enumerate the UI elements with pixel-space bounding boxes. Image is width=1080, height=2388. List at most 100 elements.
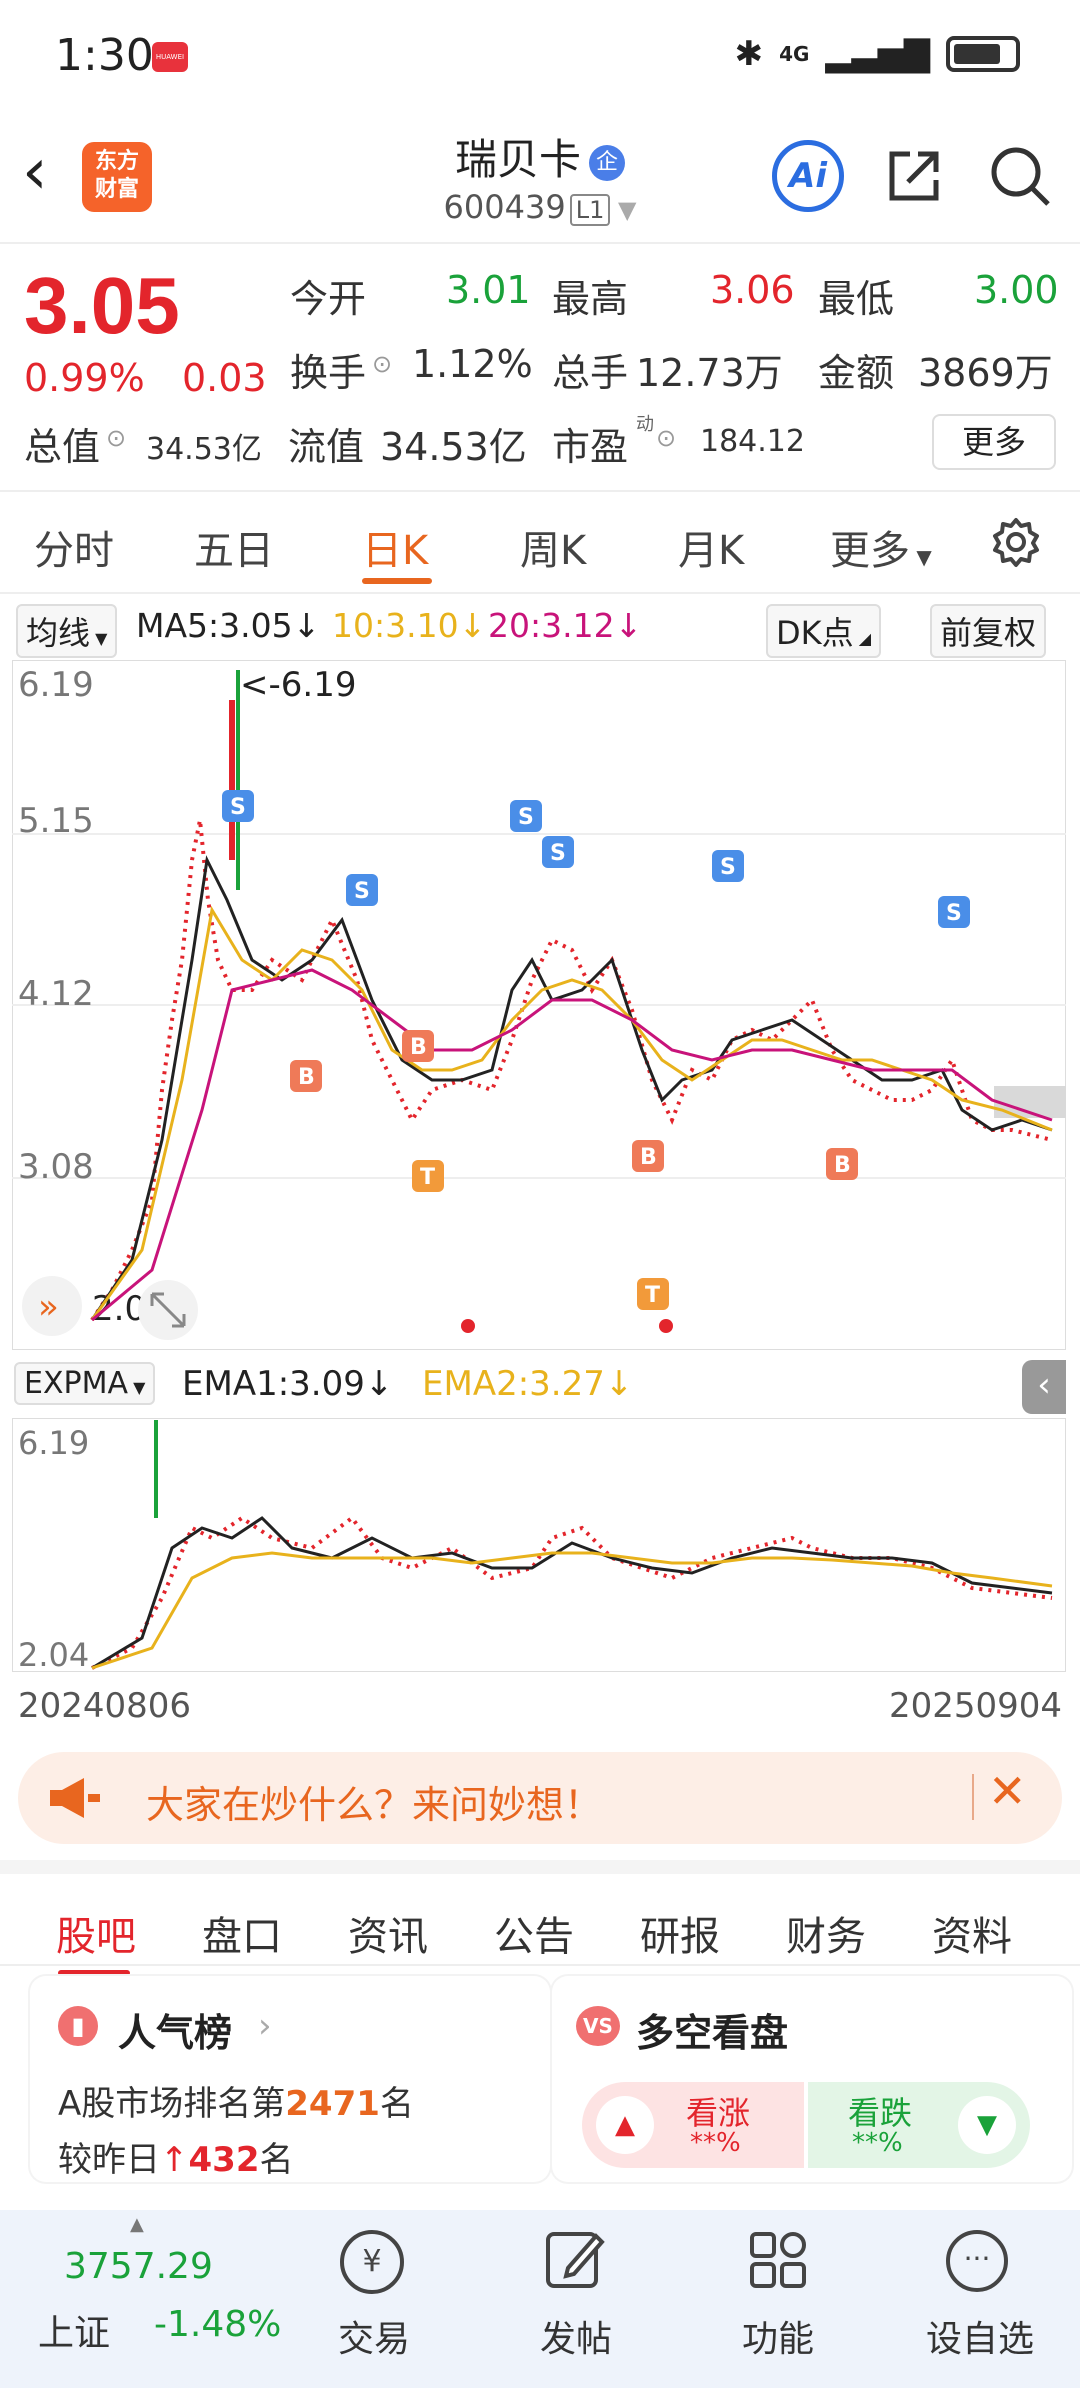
svg-text:S: S	[720, 855, 736, 880]
arrow-up-icon: ↑	[160, 2140, 189, 2180]
settings-gear-icon[interactable]	[990, 516, 1042, 568]
back-button[interactable]: ‹	[22, 135, 48, 209]
end-date: 20250904	[888, 1686, 1062, 1726]
svg-text:S: S	[230, 795, 246, 820]
scroll-start-icon[interactable]: »	[22, 1276, 82, 1336]
tab-announcements[interactable]: 公告	[494, 1914, 574, 1960]
ma5-text: MA5:3.05	[136, 606, 293, 645]
index-value: 3757.29	[64, 2246, 213, 2287]
share-icon[interactable]	[884, 146, 944, 206]
svg-text:B: B	[640, 1145, 657, 1170]
svg-text:T: T	[645, 1283, 660, 1308]
tab-news[interactable]: 资讯	[348, 1914, 428, 1960]
pe-label: 市盈	[552, 425, 629, 469]
caret-down-icon: ▼	[128, 1378, 146, 1397]
collapse-panel-button[interactable]: ‹	[1022, 1360, 1066, 1414]
rank-line: A股市场排名第2471名	[58, 2076, 414, 2125]
change-prefix: 较昨日	[58, 2140, 160, 2180]
trade-icon[interactable]: ¥	[340, 2230, 404, 2294]
svg-text:S: S	[946, 901, 962, 926]
tab-more[interactable]: 更多 ▼	[830, 518, 932, 576]
trade-label[interactable]: 交易	[338, 2319, 411, 2360]
logo-text: 东方财富	[94, 149, 139, 202]
more-button[interactable]: 更多	[932, 414, 1056, 470]
expma-label: EXPMA	[24, 1366, 129, 1401]
current-price: 3.05	[24, 261, 180, 350]
ma-selector[interactable]: 均线 ▼	[16, 604, 118, 658]
dk-point-selector[interactable]: DK点 ◢	[766, 604, 882, 658]
mktcap-value: 34.53亿	[146, 432, 262, 467]
bearish-value: **%	[852, 2128, 903, 2158]
info-icon: ⊙	[106, 424, 127, 452]
high-label: 最高	[552, 277, 629, 321]
turnover-label: 换手	[290, 351, 367, 395]
ma5-line	[90, 855, 1053, 1321]
ranking-icon: ▮	[58, 2006, 98, 2046]
versus-icon: VS	[576, 2006, 620, 2046]
add-watchlist-label[interactable]: 设自选	[926, 2319, 1035, 2360]
tab-monthly-k[interactable]: 月K	[678, 528, 745, 574]
expma-chart[interactable]: 6.19 2.04	[12, 1418, 1066, 1672]
bearish-label: 看跌	[848, 2094, 913, 2132]
caret-down-icon: ▼	[610, 196, 637, 224]
amount-value: 3869万	[918, 351, 1053, 395]
y-label-3: 4.12	[18, 974, 94, 1014]
svg-text:»: »	[38, 1287, 59, 1327]
enterprise-badge: 企	[589, 144, 625, 181]
ema2-text: EMA2:3.27	[422, 1364, 605, 1404]
tab-research[interactable]: 研报	[640, 1914, 720, 1960]
quote-panel: 3.05 0.99% 0.03 今开 3.01 最高 3.06 最低 3.00 …	[0, 246, 1080, 492]
bluetooth-icon: ✱	[734, 34, 764, 74]
stock-code: 600439	[443, 188, 566, 226]
kline-chart[interactable]: 6.19 5.15 4.12 3.08 <-6.19 2.04 S B S S …	[12, 660, 1066, 1350]
dk-label: DK点	[776, 614, 854, 652]
bullish-label: 看涨	[686, 2094, 751, 2132]
tab-weekly-k[interactable]: 周K	[520, 528, 587, 574]
tab-market-depth[interactable]: 盘口	[202, 1914, 282, 1960]
tab-intraday[interactable]: 分时	[34, 528, 114, 574]
tab-financials[interactable]: 财务	[786, 1914, 866, 1960]
turnover-value: 1.12%	[412, 342, 533, 386]
tab-more-label: 更多	[830, 528, 910, 574]
ma10-value: 10:3.10↓	[332, 606, 487, 645]
volume-label: 总手	[552, 351, 629, 395]
svg-text:T: T	[420, 1165, 435, 1190]
expma-selector[interactable]: EXPMA ▼	[14, 1362, 156, 1405]
index-change: -1.48%	[154, 2304, 282, 2345]
popularity-card[interactable]: ▮ 人气榜 › A股市场排名第2471名 较昨日↑432名	[30, 1976, 550, 2182]
post-label[interactable]: 发帖	[540, 2319, 613, 2360]
adjust-selector[interactable]: 前复权	[930, 604, 1047, 658]
tab-forum[interactable]: 股吧	[56, 1914, 136, 1960]
ema1-text: EMA1:3.09	[182, 1364, 365, 1404]
grid-apps-icon[interactable]	[748, 2230, 808, 2290]
amount-label: 金额	[818, 351, 895, 395]
tab-daily-k[interactable]: 日K	[362, 528, 429, 574]
active-tab-indicator	[362, 578, 432, 584]
edit-post-icon[interactable]	[544, 2228, 606, 2290]
bearish-button[interactable]: 看跌 **% ▼	[808, 2082, 1030, 2168]
bullish-button[interactable]: ▲ 看涨 **%	[582, 2082, 804, 2168]
low-label: 最低	[818, 277, 895, 321]
ask-banner[interactable]: 大家在炒什么？来问妙想！ ✕	[18, 1752, 1062, 1844]
event-dot	[461, 1319, 475, 1333]
start-date: 20240806	[18, 1686, 192, 1726]
bottom-navigation: ▲ 3757.29 上证 -1.48% ¥ 交易 发帖 功能 ··· 设自选	[0, 2210, 1080, 2388]
tab-profile[interactable]: 资料	[932, 1914, 1012, 1960]
event-dot	[659, 1319, 673, 1333]
period-tabs: 分时 五日 日K 周K 月K 更多 ▼	[0, 494, 1080, 594]
svg-text:B: B	[834, 1153, 851, 1178]
rank-prefix: A股市场排名第	[58, 2084, 286, 2124]
close-icon[interactable]: ✕	[988, 1764, 1027, 1818]
tab-five-day[interactable]: 五日	[194, 528, 274, 574]
sentiment-card: VS 多空看盘 ▲ 看涨 **% 看跌 **% ▼	[552, 1976, 1072, 2182]
function-label[interactable]: 功能	[742, 2319, 815, 2360]
expand-chart-icon[interactable]	[138, 1280, 198, 1340]
stock-title: 瑞贝卡企	[0, 126, 1080, 187]
ai-button[interactable]: Ai	[772, 140, 844, 212]
ma20-line	[91, 968, 1053, 1322]
change-suffix: 名	[259, 2140, 294, 2180]
more-dots-icon[interactable]: ···	[946, 2230, 1008, 2292]
ma-selector-label: 均线	[26, 614, 91, 652]
search-icon[interactable]	[988, 144, 1052, 208]
stock-code-row[interactable]: 600439 L1 ▼	[0, 188, 1080, 226]
